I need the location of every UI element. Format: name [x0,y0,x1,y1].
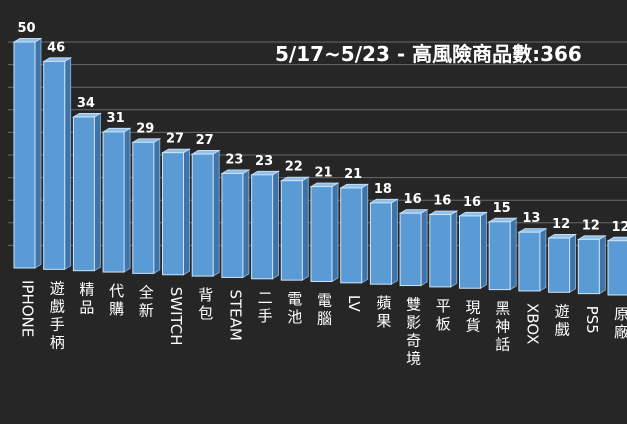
bar [191,153,214,277]
bar-side [183,148,190,276]
value-label: 46 [47,40,65,55]
bar-side [450,210,458,288]
value-label: 15 [493,201,511,216]
category-label: 全新 [139,283,154,319]
bar [43,60,66,270]
bar [548,237,571,293]
bar-side [509,217,517,291]
value-label: 16 [404,192,422,207]
category-label: LV [345,295,363,313]
bar [251,174,274,280]
category-label: IPHONE [19,280,37,337]
bar-side [331,182,339,283]
value-label: 21 [344,167,362,182]
bar-side [539,227,547,292]
value-label: 31 [107,111,125,126]
bar-side [34,37,42,269]
category-label: 遊戲 [555,302,570,338]
category-label: 背包 [198,286,213,322]
category-label: STEAM [226,289,244,340]
bar [607,240,627,296]
category-label: PS5 [583,306,601,334]
bar [13,41,36,269]
bar-top [606,236,627,242]
category-label: SWITCH [167,287,185,346]
bar [518,231,541,292]
bar-side [569,233,576,294]
bars [12,37,627,296]
bar-side [598,235,606,295]
value-label: 13 [522,211,540,226]
category-label: 黑神話 [495,300,510,354]
bar-side [64,57,72,271]
value-label: 16 [433,194,451,209]
category-label: XBOX [523,303,541,344]
value-label: 29 [136,121,154,136]
value-label: 12 [582,218,600,233]
bar [488,221,511,291]
value-label: 12 [611,220,627,235]
bar [162,152,184,276]
bar-side [480,211,487,289]
bar [399,212,422,287]
category-label: 現貨 [465,298,480,334]
category-label: 蘋果 [376,294,391,330]
value-label: 21 [314,166,332,181]
bar [102,131,125,273]
bar [369,202,392,285]
bar [221,172,244,278]
bar-side [242,169,250,279]
value-label: 18 [374,182,392,197]
category-label: 精品 [79,281,94,317]
value-label: 27 [166,132,184,147]
bar [72,116,95,272]
bar-side [94,112,101,272]
value-label: 23 [255,154,273,169]
value-label: 16 [463,195,481,210]
value-label: 34 [77,96,95,111]
category-label: 電腦 [317,292,332,328]
category-label: 雙影奇境 [406,296,421,368]
bar [280,180,303,281]
value-label: 12 [552,217,570,232]
category-label: 電池 [287,290,302,326]
bar-side [212,149,220,277]
bar [429,214,452,288]
value-label: 23 [225,152,243,167]
category-label: 平板 [436,297,451,333]
category-label: 代購 [109,282,124,318]
chart-title: 5/17~5/23 - 高風險商品數:366 [275,42,582,66]
bar-side [420,208,428,287]
bar [310,186,333,282]
value-labels: 50 46 34 31 29 27 27 23 23 22 21 21 18 16 16 16 15 13 12 12… [17,21,627,235]
bar-side [123,127,131,273]
bar-side [272,170,280,280]
bar-side [361,183,369,284]
bar-side [153,138,161,275]
category-label: 原廠 [614,305,627,341]
bar-side [390,198,398,285]
bar [459,215,481,289]
value-label: 50 [17,21,35,36]
bar [577,238,600,295]
bar [132,141,155,274]
bar-side [301,176,309,281]
category-label: 二手 [258,289,273,325]
category-label: 遊戲手柄 [50,279,65,351]
bar [340,187,363,284]
value-label: 27 [196,133,214,148]
value-label: 22 [285,160,303,175]
